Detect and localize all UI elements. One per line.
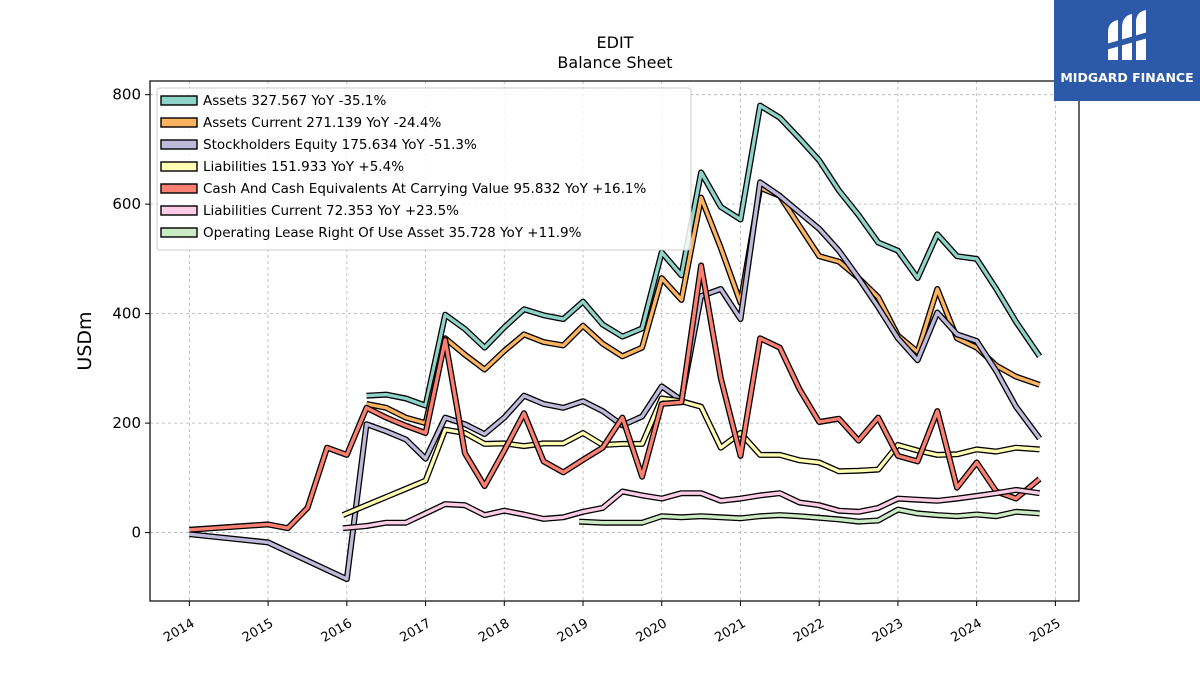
legend-box: [156, 87, 692, 251]
series-6: [578, 506, 1040, 526]
x-tick-label: 2018: [476, 616, 512, 646]
x-tick-label: 2024: [949, 616, 985, 646]
brand-logo: MIDGARD FINANCE: [1054, 0, 1200, 101]
logo-mark-icon: [1106, 10, 1148, 60]
logo-text: MIDGARD FINANCE: [1060, 70, 1194, 85]
series-outline: [189, 262, 1042, 533]
legend-entry: Stockholders Equity 175.634 YoY -51.3%: [203, 137, 477, 153]
x-tick-label: 2019: [555, 616, 591, 646]
x-tick-label: 2022: [791, 616, 827, 646]
legend-swatch: [160, 227, 198, 238]
chart-title: EDIT: [597, 33, 634, 52]
y-axis-label: USDm: [74, 311, 96, 370]
series-2: [189, 179, 1043, 583]
series-line: [366, 185, 1041, 425]
series-0: [366, 102, 1043, 409]
legend-entry: Assets Current 271.139 YoY -24.4%: [203, 115, 442, 131]
series-4: [189, 262, 1042, 533]
legend-swatch: [160, 205, 198, 216]
chart-subtitle: Balance Sheet: [557, 53, 672, 72]
series-5: [342, 486, 1041, 532]
legend: Assets 327.567 YoY -35.1% Assets Current …: [156, 87, 692, 251]
series-line: [189, 263, 1041, 532]
legend-entry: Operating Lease Right Of Use Asset 35.72…: [203, 225, 582, 241]
x-tick-label: 2021: [712, 616, 748, 646]
legend-swatch: [160, 117, 198, 128]
series-line: [579, 507, 1040, 525]
x-tick-label: 2016: [319, 616, 355, 646]
y-tick-label: 600: [112, 195, 141, 213]
x-tick-label: 2017: [397, 616, 433, 646]
plot-frame: [149, 80, 1080, 602]
series-line: [366, 103, 1042, 408]
x-tick-label: 2015: [240, 616, 276, 646]
series-line: [342, 488, 1040, 530]
legend-entry: Liabilities 151.933 YoY +5.4%: [203, 159, 404, 175]
series-outline: [342, 486, 1041, 532]
legend-entry: Cash And Cash Equivalents At Carrying Va…: [203, 181, 647, 197]
legend-swatch: [160, 139, 198, 150]
x-tick-label: 2014: [161, 616, 197, 646]
legend-entry: Liabilities Current 72.353 YoY +23.5%: [203, 203, 459, 219]
x-tick-label: 2023: [870, 616, 906, 646]
legend-swatch: [160, 183, 198, 194]
series-layer: [189, 102, 1043, 583]
series-line: [189, 180, 1041, 581]
x-tick-label: 2020: [634, 616, 670, 646]
y-tick-label: 800: [112, 86, 141, 104]
legend-swatch: [160, 161, 198, 172]
legend-entry: Assets 327.567 YoY -35.1%: [203, 93, 387, 109]
y-tick-label: 400: [112, 305, 141, 323]
y-tick-label: 0: [131, 524, 141, 542]
y-tick-label: 200: [112, 414, 141, 432]
series-1: [365, 184, 1041, 427]
legend-swatch: [160, 95, 198, 106]
x-tick-label: 2025: [1027, 616, 1063, 646]
